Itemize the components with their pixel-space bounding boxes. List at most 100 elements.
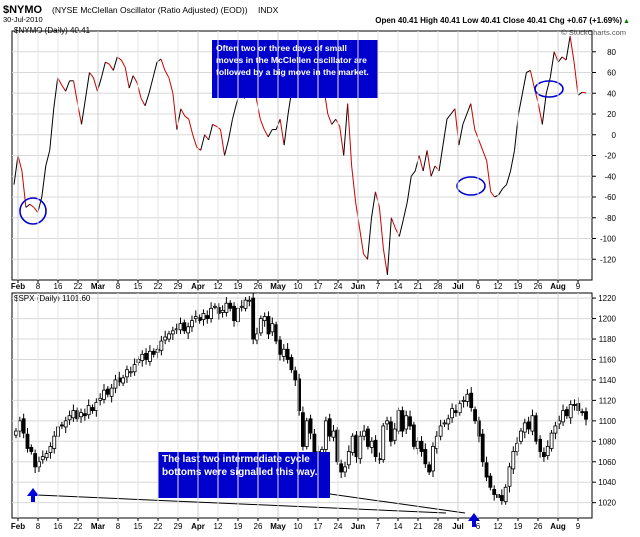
candle-body xyxy=(476,420,481,437)
candle-body xyxy=(327,418,332,437)
candle-body xyxy=(94,402,99,412)
x-tick-label: 16 xyxy=(54,522,63,531)
nymo-line-segment xyxy=(466,103,472,115)
candle-body xyxy=(511,451,516,470)
top-callout-text-holder: Often two or three days of small moves i… xyxy=(216,43,369,77)
candle-body xyxy=(301,412,305,447)
arrow-up-icon-jul xyxy=(468,513,480,527)
nymo-line-segment xyxy=(231,103,237,120)
x-tick-label: Apr xyxy=(191,282,205,291)
candle-body xyxy=(75,410,80,420)
nymo-line-segment xyxy=(92,77,98,92)
candle-body xyxy=(109,387,114,397)
x-tick-label: 26 xyxy=(254,522,263,531)
nymo-line-segment xyxy=(526,69,531,73)
y-tick-label: 1180 xyxy=(599,335,617,344)
candle-body xyxy=(454,410,458,414)
candle-body xyxy=(381,425,386,461)
candle-body xyxy=(564,409,569,417)
nymo-line-segment xyxy=(140,98,146,106)
candle-body xyxy=(392,428,397,441)
candle-body xyxy=(584,411,588,420)
nymo-line-segment xyxy=(180,108,186,117)
candle-body xyxy=(492,488,497,495)
x-tick-label: 10 xyxy=(294,282,303,291)
candle-body xyxy=(167,333,171,340)
x-tick-label: Feb xyxy=(11,282,25,291)
x-tick-label: 15 xyxy=(134,282,143,291)
y-tick-label: 1080 xyxy=(598,437,616,446)
candle-body xyxy=(144,352,148,360)
candle-body xyxy=(52,435,57,449)
nymo-line-segment xyxy=(267,129,273,138)
x-tick-label: 22 xyxy=(74,522,83,531)
annotation-circle-feb xyxy=(19,197,47,225)
nymo-line-segment xyxy=(220,129,226,156)
candle-body xyxy=(21,418,26,434)
candle-body xyxy=(14,430,18,436)
nymo-line-segment xyxy=(438,145,444,172)
x-tick-label: 19 xyxy=(514,282,523,291)
candle-body xyxy=(335,429,340,463)
y-tick-label: 1160 xyxy=(599,355,617,364)
nymo-line-segment xyxy=(378,207,384,249)
candle-body xyxy=(281,348,286,357)
candle-body xyxy=(427,464,432,473)
candle-body xyxy=(343,466,347,473)
spx-gridlines xyxy=(12,297,592,504)
y-tick-label: -120 xyxy=(600,255,617,264)
candle-body xyxy=(323,420,328,450)
y-tick-label: 1220 xyxy=(598,294,616,303)
candle-body xyxy=(278,339,282,355)
candle-body xyxy=(404,415,409,430)
x-tick-label: 12 xyxy=(494,282,503,291)
candle-body xyxy=(480,433,485,463)
nymo-line-segment xyxy=(398,219,404,237)
candle-body xyxy=(431,446,435,472)
y-tick-label: 1200 xyxy=(598,315,616,324)
y-tick-label: 60 xyxy=(607,69,616,78)
nymo-line-segment xyxy=(517,93,523,115)
candle-body xyxy=(216,306,221,314)
nymo-line-segment xyxy=(41,165,47,198)
x-tick-label: May xyxy=(270,282,286,291)
nymo-line-segment xyxy=(367,217,372,260)
nymo-line-segment xyxy=(363,253,368,260)
x-tick-label: 7 xyxy=(376,522,381,531)
candle-body xyxy=(473,409,477,422)
x-tick-label: 22 xyxy=(154,522,163,531)
top-callout-text: Often two or three days of small moves i… xyxy=(216,43,369,77)
nymo-line-segment xyxy=(430,165,436,177)
nymo-line-segment xyxy=(33,207,39,213)
candle-body xyxy=(44,453,49,459)
symbol-description: (NYSE McClellan Oscillator (Ratio Adjust… xyxy=(52,5,248,15)
nymo-line-segment xyxy=(89,72,94,78)
nymo-line-segment xyxy=(65,80,71,92)
nymo-line-segment xyxy=(259,119,265,130)
nymo-line-segment xyxy=(85,72,90,99)
nymo-line-segment xyxy=(561,56,567,61)
candle-body xyxy=(37,461,41,468)
y-tick-label: 1020 xyxy=(598,499,616,508)
x-tick-label: 17 xyxy=(314,522,323,531)
x-tick-label: 29 xyxy=(174,522,183,531)
x-tick-label: 19 xyxy=(234,282,243,291)
candle-body xyxy=(178,323,183,331)
nymo-line-segment xyxy=(339,126,345,156)
candle-body xyxy=(90,407,95,412)
nymo-line-segment xyxy=(164,70,170,78)
candle-body xyxy=(308,418,313,434)
nymo-line-segment xyxy=(184,115,190,120)
nymo-line-segment xyxy=(506,170,512,185)
x-tick-label: Aug xyxy=(550,282,566,291)
y-tick-label: -100 xyxy=(600,235,617,244)
x-tick-label: 24 xyxy=(334,282,343,291)
x-tick-label: 19 xyxy=(514,522,523,531)
y-tick-label: 1060 xyxy=(598,458,616,467)
candle-body xyxy=(572,404,577,406)
bottom-callout-text: The last two intermediate cycle bottoms … xyxy=(162,454,318,478)
candle-body xyxy=(71,410,76,419)
candle-body xyxy=(515,442,520,452)
candle-body xyxy=(350,435,355,453)
